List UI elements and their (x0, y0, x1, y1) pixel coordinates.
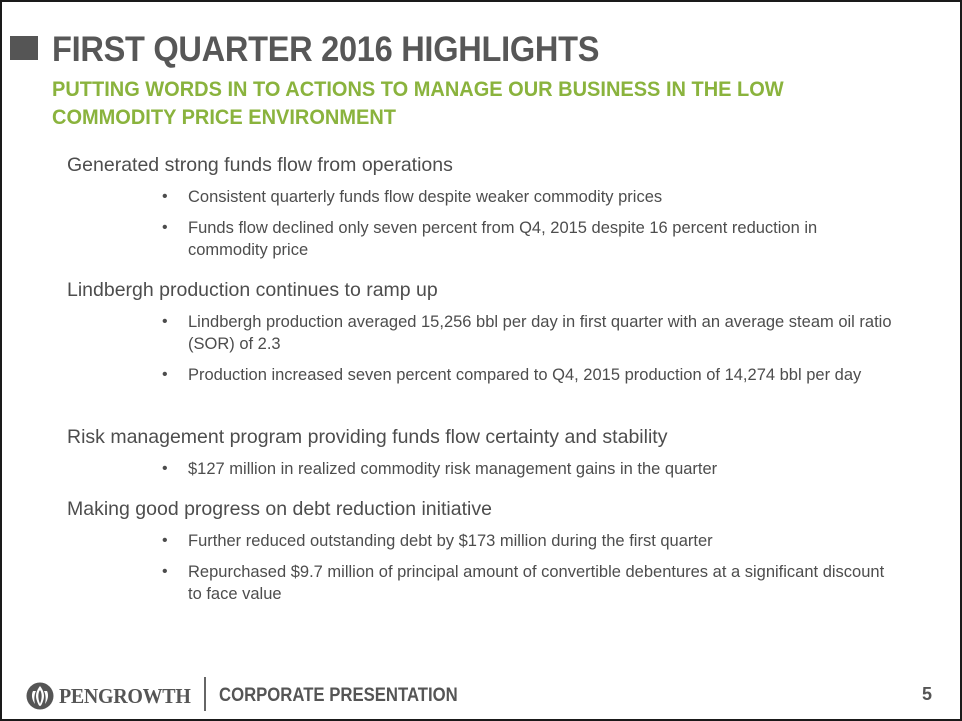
bullet-item: Further reduced outstanding debt by $173… (188, 532, 713, 550)
slide-footer: PENGROWTH CORPORATE PRESENTATION 5 (2, 669, 960, 719)
bullet-icon: • (162, 532, 168, 549)
bullet-icon: • (162, 219, 168, 236)
bullet-icon: • (162, 366, 168, 383)
bullet-item: Funds flow declined only seven percent f… (188, 219, 818, 259)
page-number: 5 (921, 684, 932, 704)
bullet-icon: • (162, 563, 168, 580)
slide-title: FIRST QUARTER 2016 HIGHLIGHTS (52, 30, 600, 69)
title-marker (10, 36, 38, 60)
bullet-item: $127 million in realized commodity risk … (188, 460, 718, 478)
bullet-item: Production increased seven percent compa… (188, 366, 862, 384)
company-logo-text: PENGROWTH (59, 684, 191, 708)
section-heading: Risk management program providing funds … (67, 426, 668, 448)
footer-label: CORPORATE PRESENTATION (219, 685, 458, 706)
pengrowth-flame-icon (26, 682, 54, 710)
bullet-icon: • (162, 313, 168, 330)
section-heading: Generated strong funds flow from operati… (67, 154, 453, 176)
bullet-icon: • (162, 188, 168, 205)
bullet-item: Lindbergh production averaged 15,256 bbl… (188, 313, 892, 353)
footer-divider (204, 677, 206, 711)
bullet-icon: • (162, 460, 168, 477)
section-heading: Lindbergh production continues to ramp u… (67, 279, 438, 301)
bullet-item: Consistent quarterly funds flow despite … (188, 188, 663, 206)
section-heading: Making good progress on debt reduction i… (67, 498, 492, 520)
bullet-item: Repurchased $9.7 million of principal am… (188, 563, 885, 603)
slide-subtitle: PUTTING WORDS IN TO ACTIONS TO MANAGE OU… (52, 77, 784, 129)
